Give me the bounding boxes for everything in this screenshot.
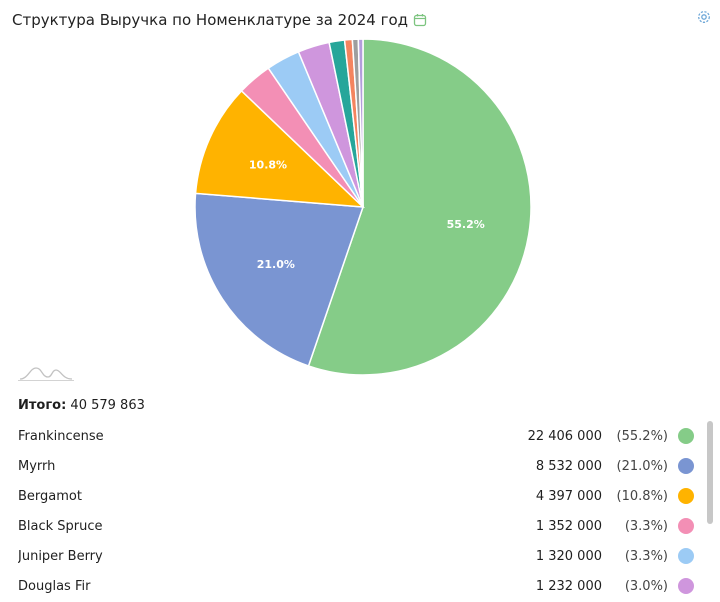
legend-row[interactable]: Juniper Berry 1 320 000 (3.3%) xyxy=(18,541,694,571)
legend-name: Myrrh xyxy=(18,458,56,474)
total-summary: Итого: 40 579 863 xyxy=(18,398,145,413)
scrollbar-thumb[interactable] xyxy=(707,421,713,524)
legend-scrollbar[interactable] xyxy=(706,421,714,602)
pie-slice[interactable] xyxy=(194,89,366,208)
legend-name: Douglas Fir xyxy=(18,578,91,594)
legend-percent: (3.3%) xyxy=(624,548,668,564)
slice-label: 55.2% xyxy=(447,218,485,231)
legend-color-dot xyxy=(678,428,694,444)
slice-label: 10.8% xyxy=(249,158,287,171)
legend-row[interactable]: Myrrh 8 532 000 (21.0%) xyxy=(18,451,694,481)
legend-percent: (3.3%) xyxy=(624,518,668,534)
legend-value: 1 320 000 xyxy=(535,548,602,564)
legend-list[interactable]: Frankincense 22 406 000 (55.2%) Myrrh 8 … xyxy=(18,421,694,602)
legend-name: Bergamot xyxy=(18,488,82,504)
legend-color-dot xyxy=(678,518,694,534)
legend-value: 1 352 000 xyxy=(535,518,602,534)
legend-percent: (3.0%) xyxy=(624,578,668,594)
pie-slice[interactable] xyxy=(307,38,532,376)
legend-value: 1 232 000 xyxy=(535,578,602,594)
gear-icon[interactable] xyxy=(696,9,712,25)
total-value: 40 579 863 xyxy=(70,398,145,413)
chart-minimap[interactable] xyxy=(18,364,74,382)
legend-name: Frankincense xyxy=(18,428,104,444)
legend-color-dot xyxy=(678,578,694,594)
pie-slice[interactable] xyxy=(357,38,364,208)
legend-percent: (10.8%) xyxy=(616,488,668,504)
total-label: Итого: xyxy=(18,398,67,413)
legend-value: 4 397 000 xyxy=(535,488,602,504)
legend-row[interactable]: Douglas Fir 1 232 000 (3.0%) xyxy=(18,571,694,601)
legend-value: 22 406 000 xyxy=(527,428,602,444)
chart-title: Структура Выручка по Номенклатуре за 202… xyxy=(12,11,409,29)
legend-row[interactable]: Frankincense 22 406 000 (55.2%) xyxy=(18,421,694,451)
legend-color-dot xyxy=(678,458,694,474)
legend-name: Juniper Berry xyxy=(18,548,103,564)
pie-chart: 55.2% 21.0% 10.8% xyxy=(194,38,532,376)
legend-percent: (55.2%) xyxy=(616,428,668,444)
pie-slice[interactable] xyxy=(194,192,365,367)
legend-name: Black Spruce xyxy=(18,518,103,534)
slice-label: 21.0% xyxy=(257,258,295,271)
legend-row[interactable]: Black Spruce 1 352 000 (3.3%) xyxy=(18,511,694,541)
legend-row[interactable]: Bergamot 4 397 000 (10.8%) xyxy=(18,481,694,511)
legend-color-dot xyxy=(678,548,694,564)
legend-color-dot xyxy=(678,488,694,504)
calendar-icon[interactable] xyxy=(413,13,427,27)
chart-header: Структура Выручка по Номенклатуре за 202… xyxy=(12,10,427,30)
legend-value: 8 532 000 xyxy=(535,458,602,474)
legend-percent: (21.0%) xyxy=(616,458,668,474)
